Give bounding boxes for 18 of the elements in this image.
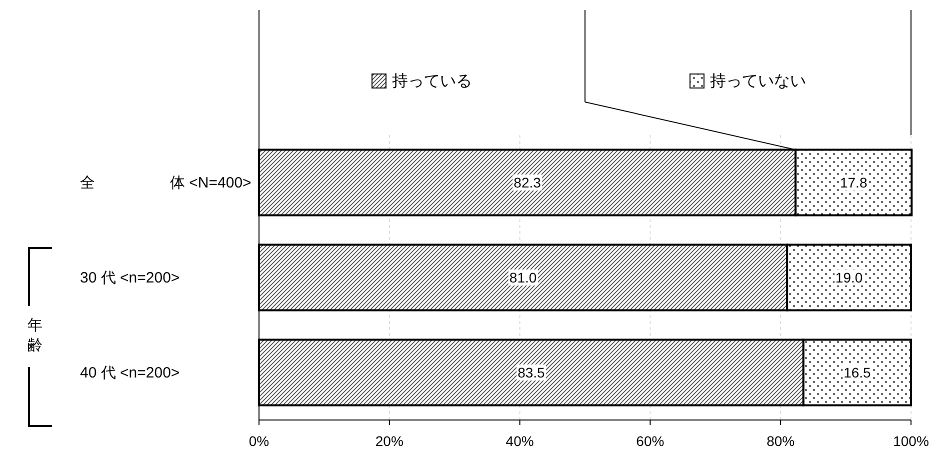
legend-label: 持っていない (710, 72, 806, 90)
y-tick-label: 30 代 <n=200> (80, 270, 180, 286)
text: 17.8 (840, 174, 868, 190)
y-tick-label: 40 代 <n=200> (80, 364, 180, 382)
legend-label: 持っている (392, 72, 472, 90)
y-tick-label: 全 体 <N=400> (80, 174, 252, 192)
text: 16.5 (844, 364, 871, 380)
x-tick-label: 20% (375, 433, 404, 449)
x-tick-label: 80% (766, 433, 795, 449)
text: 年齢 (28, 317, 42, 354)
x-tick-label: 60% (636, 433, 664, 449)
x-tick-label: 40% (506, 433, 534, 449)
text: 82.3 (514, 174, 541, 190)
text: 83.5 (518, 364, 545, 380)
text: 81.0 (509, 270, 537, 286)
x-tick-label: 100% (893, 433, 929, 449)
text: 19.0 (835, 270, 863, 286)
x-tick-label: 0% (248, 433, 270, 449)
